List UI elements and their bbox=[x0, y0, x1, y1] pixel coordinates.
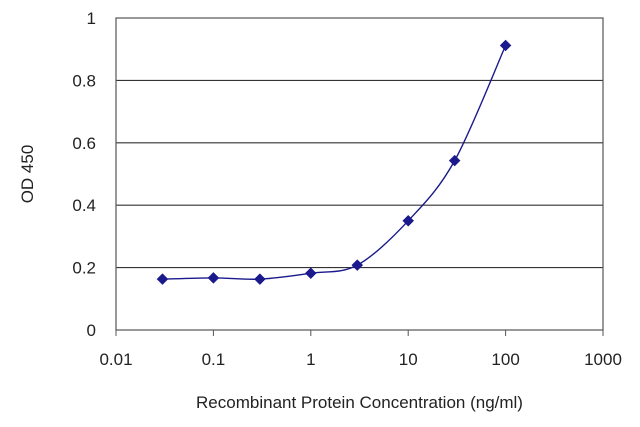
x-tick-label: 1000 bbox=[584, 350, 622, 369]
y-axis-title: OD 450 bbox=[18, 145, 37, 204]
plot-area bbox=[115, 17, 604, 331]
x-tick-label: 0.01 bbox=[99, 350, 132, 369]
x-axis-title: Recombinant Protein Concentration (ng/ml… bbox=[196, 393, 523, 412]
data-point bbox=[402, 214, 415, 227]
data-point bbox=[448, 154, 461, 167]
y-axis-labels: 0 0.2 0.4 0.6 0.8 1 bbox=[72, 9, 96, 340]
y-tick-label: 0.4 bbox=[72, 196, 96, 215]
data-point bbox=[156, 273, 169, 285]
data-point bbox=[304, 267, 317, 280]
y-tick-label: 0.6 bbox=[72, 134, 96, 153]
y-tick-label: 0 bbox=[87, 321, 96, 340]
x-tick-label: 0.1 bbox=[202, 350, 226, 369]
gridlines bbox=[116, 79, 603, 269]
data-point bbox=[254, 273, 266, 285]
x-tick-label: 1 bbox=[306, 350, 315, 369]
y-tick-label: 0.2 bbox=[72, 259, 96, 278]
y-tick-label: 0.8 bbox=[72, 71, 96, 90]
x-axis-ticks: 0.01 0.1 1 10 100 1000 bbox=[99, 330, 622, 369]
data-point bbox=[207, 272, 220, 284]
data-points bbox=[156, 39, 512, 285]
x-tick-label: 100 bbox=[491, 350, 519, 369]
x-tick-label: 10 bbox=[399, 350, 418, 369]
data-point bbox=[499, 39, 512, 52]
y-tick-label: 1 bbox=[87, 9, 96, 28]
data-point bbox=[351, 259, 364, 271]
